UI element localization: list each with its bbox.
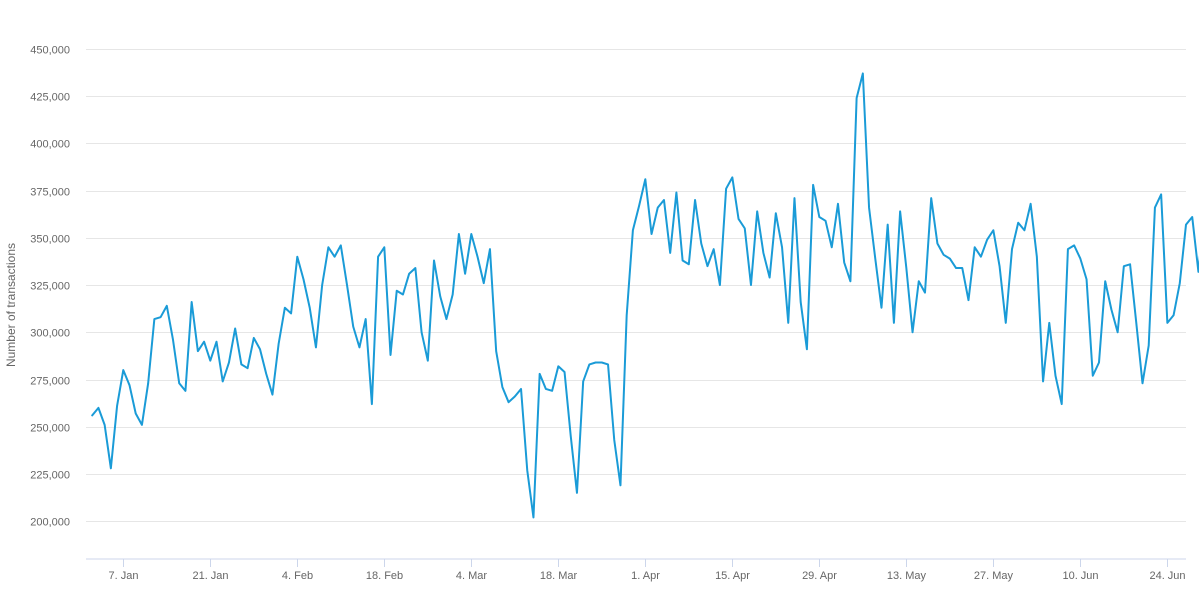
x-tick-label: 29. Apr [802, 570, 837, 582]
x-axis: 7. Jan 21. Jan 4. Feb 18. Feb 4. Mar 18. Mar 1… [86, 558, 1186, 582]
x-tick-label: 4. Mar [456, 570, 488, 582]
x-tick-label: 24. Jun [1149, 570, 1185, 582]
x-tick-label: 21. Jan [192, 570, 228, 582]
y-axis-title: Number of transactions [4, 243, 18, 367]
y-tick-label: 225,000 [30, 470, 70, 482]
x-tick-label: 27. May [974, 570, 1014, 582]
x-tick-label: 1. Apr [631, 570, 660, 582]
y-tick-label: 375,000 [30, 187, 70, 199]
x-tick-label: 4. Feb [282, 570, 313, 582]
y-tick-label: 350,000 [30, 234, 70, 246]
x-tick-label: 7. Jan [109, 570, 139, 582]
y-tick-label: 425,000 [30, 92, 70, 104]
y-tick-label: 250,000 [30, 423, 70, 435]
x-tick-label: 13. May [887, 570, 927, 582]
series-layer [91, 72, 1199, 519]
x-tick-label: 18. Feb [366, 570, 403, 582]
x-tick-label: 15. Apr [715, 570, 750, 582]
y-axis: 200,000 225,000 250,000 275,000 300,000 325,0… [30, 45, 70, 529]
y-tick-label: 325,000 [30, 281, 70, 293]
y-tick-label: 275,000 [30, 376, 70, 388]
y-tick-label: 300,000 [30, 328, 70, 340]
gridlines [86, 49, 1186, 522]
y-tick-label: 400,000 [30, 139, 70, 151]
x-tick-label: 18. Mar [540, 570, 578, 582]
y-tick-label: 200,000 [30, 517, 70, 529]
y-tick-label: 450,000 [30, 45, 70, 57]
series-line [91, 72, 1199, 519]
x-tick-label: 10. Jun [1062, 570, 1098, 582]
